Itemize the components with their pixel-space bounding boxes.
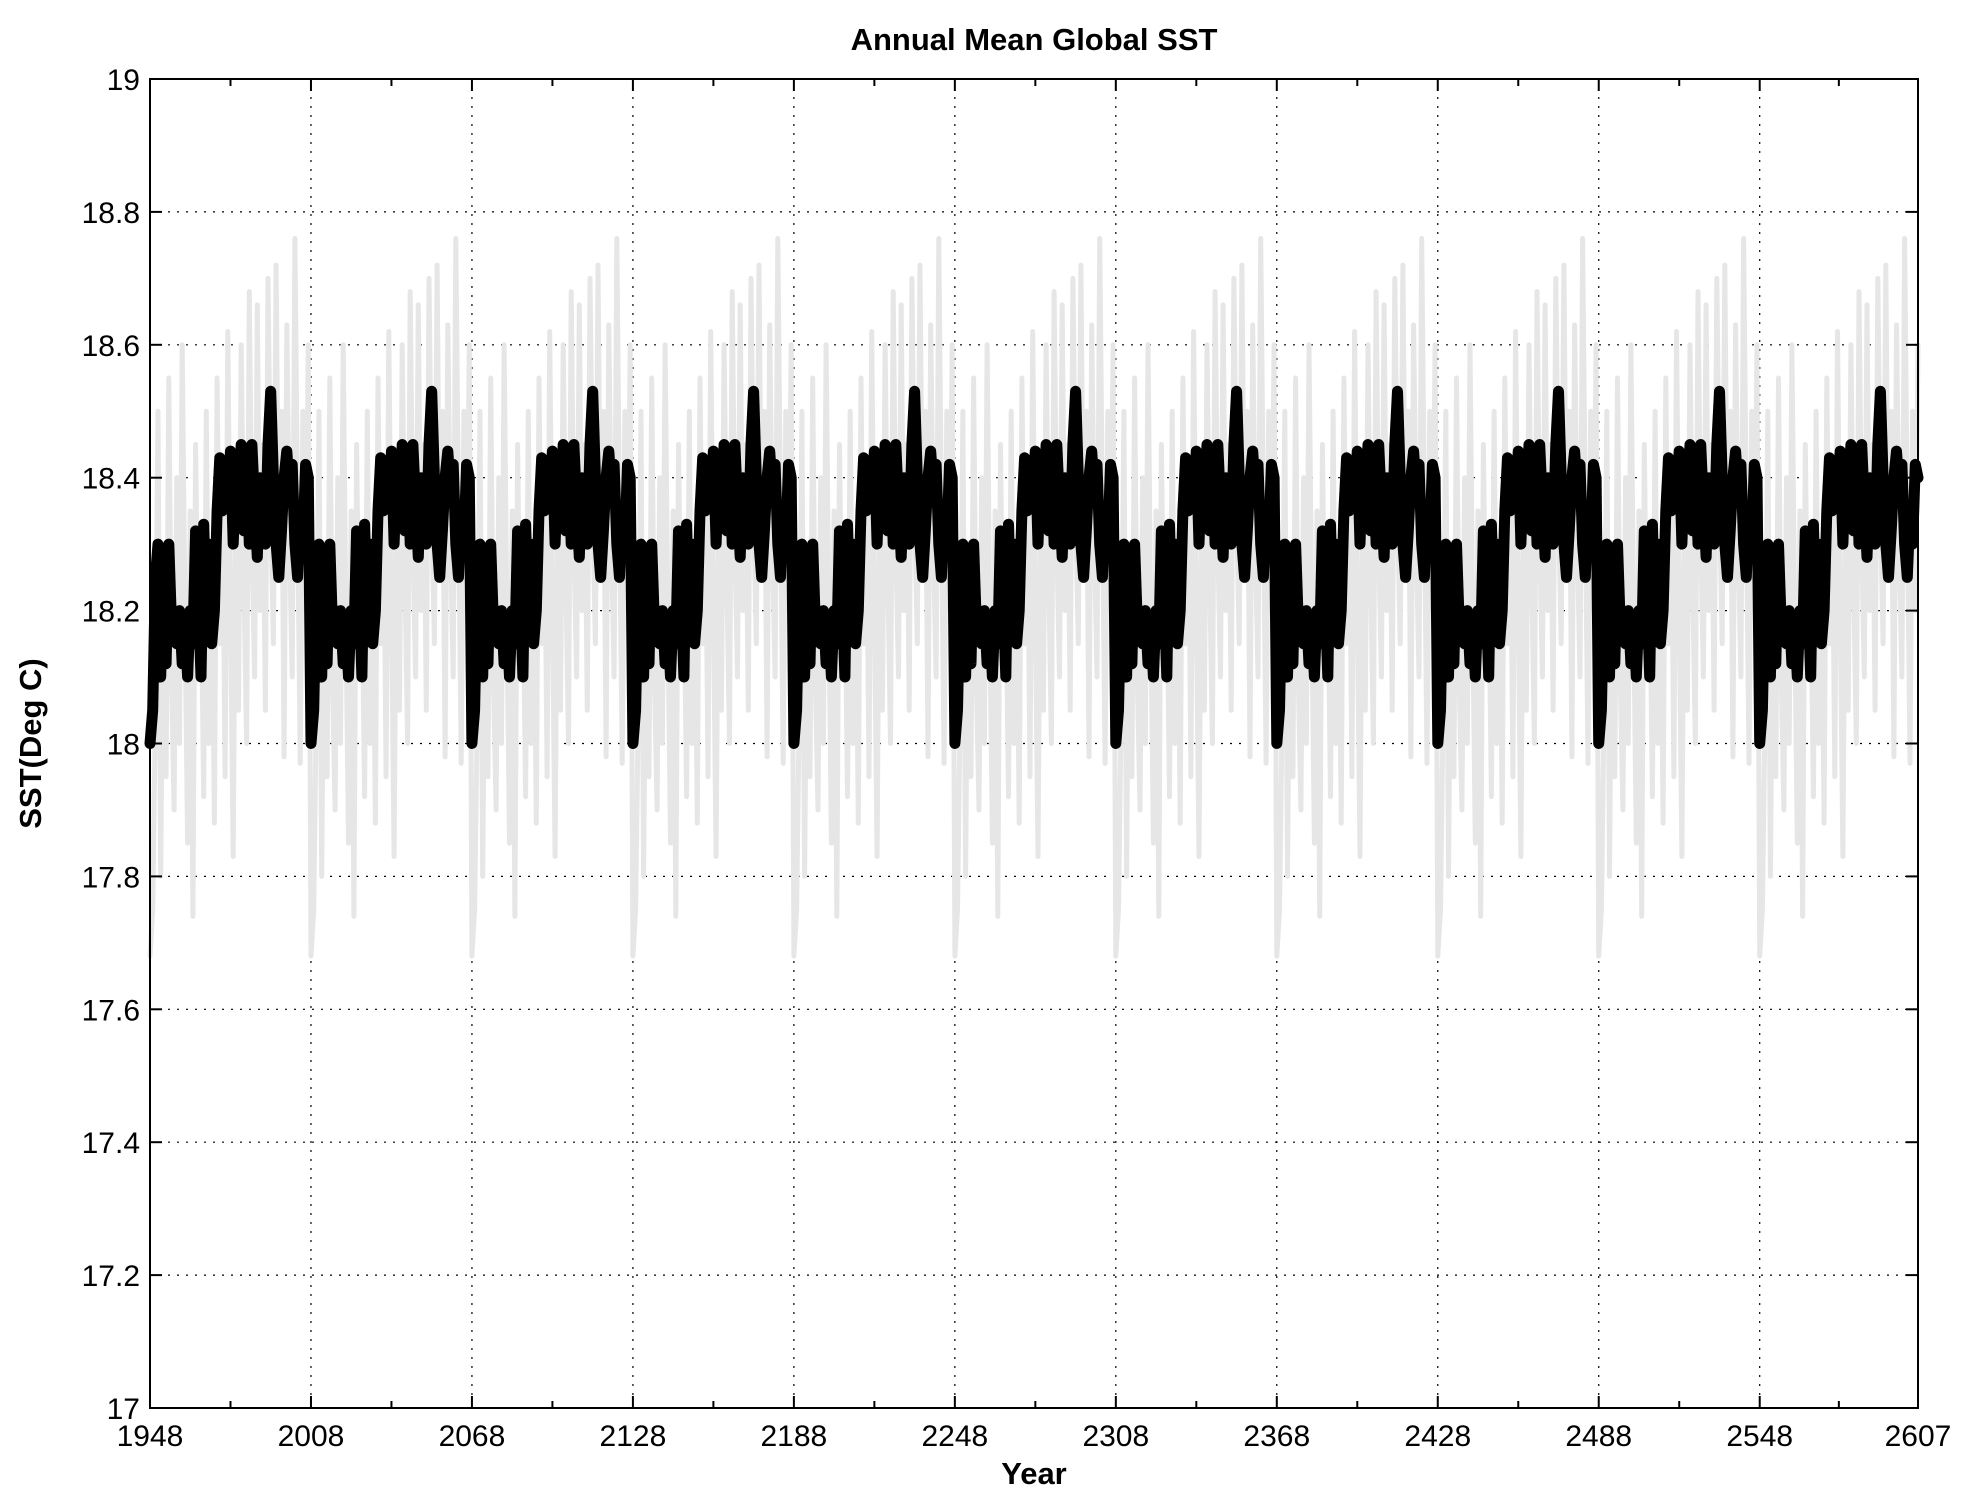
x-tick-label: 2128 <box>600 1420 667 1453</box>
y-axis-label: SST(Deg C) <box>13 658 48 829</box>
x-tick-label: 1948 <box>117 1420 184 1453</box>
x-tick-labels: 1948 2008 2068 2128 2188 2248 2308 2368 2428 2488… <box>117 1420 1952 1453</box>
y-tick-label: 17.6 <box>82 994 140 1027</box>
x-tick-label: 2607 <box>1885 1420 1952 1453</box>
y-tick-label: 18 <box>107 729 140 762</box>
series-layer <box>144 236 1924 959</box>
x-tick-label: 2428 <box>1404 1420 1471 1453</box>
x-tick-label: 2548 <box>1726 1420 1793 1453</box>
chart-title: Annual Mean Global SST <box>851 22 1218 57</box>
y-tick-label: 17.4 <box>82 1127 140 1160</box>
x-axis-label: Year <box>1001 1456 1067 1491</box>
y-tick-label: 19 <box>107 64 140 97</box>
tick-marks <box>149 78 1919 1409</box>
series-line-smoothed <box>144 385 1924 749</box>
y-tick-labels: 17 17.2 17.4 17.6 17.8 18 18.2 18.4 18.6 18.8 19 <box>82 64 140 1426</box>
x-tick-label: 2368 <box>1243 1420 1310 1453</box>
x-tick-label: 2488 <box>1565 1420 1632 1453</box>
y-tick-label: 18.8 <box>82 197 140 230</box>
y-tick-label: 18.6 <box>82 330 140 363</box>
x-tick-label: 2248 <box>921 1420 988 1453</box>
y-tick-label: 18.4 <box>82 463 140 496</box>
y-tick-label: 18.2 <box>82 596 140 629</box>
x-tick-label: 2008 <box>278 1420 345 1453</box>
x-tick-label: 2188 <box>761 1420 828 1453</box>
x-tick-label: 2068 <box>439 1420 506 1453</box>
x-tick-label: 2308 <box>1082 1420 1149 1453</box>
y-tick-label: 17.2 <box>82 1260 140 1293</box>
y-tick-label: 17 <box>107 1393 140 1426</box>
y-tick-label: 17.8 <box>82 861 140 894</box>
